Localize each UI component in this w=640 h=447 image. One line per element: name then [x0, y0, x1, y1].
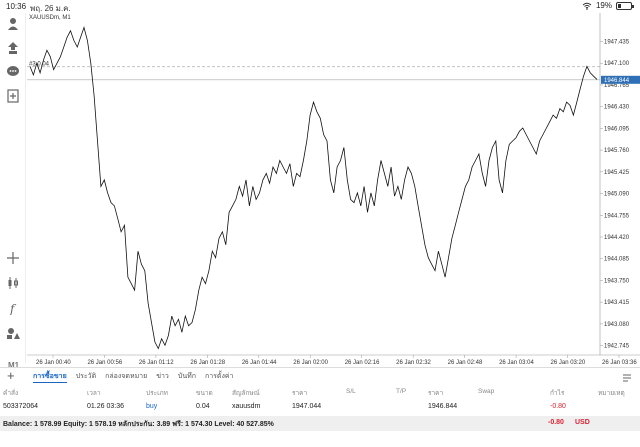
- candlestick-icon[interactable]: [3, 274, 23, 292]
- battery-percent: 19%: [595, 1, 612, 10]
- status-time: 10:36: [6, 2, 27, 11]
- column-header[interactable]: กำไร: [550, 390, 565, 397]
- time-tick-label: 26 Jan 01:28: [190, 360, 225, 366]
- chart-svg: 1947.435 1947.100 1946.765 1946.430 1946.095…: [27, 13, 640, 366]
- price-series-line: [29, 26, 598, 350]
- price-tick-label: 1943.080: [604, 322, 630, 328]
- time-tick-label: 26 Jan 03:36: [602, 360, 637, 366]
- time-tick-label: 26 Jan 01:12: [139, 360, 174, 366]
- last-price-label: 1946.844: [604, 78, 630, 84]
- trade-table-header: คำสั่ง เวลา ประเภท ขนาด สัญลักษณ์ ราคา S/L T/P ร…: [0, 386, 640, 398]
- status-bar: 10:36 พฤ. 26 ม.ค. 19%: [0, 0, 640, 13]
- table-cell: 1947.044: [292, 403, 322, 410]
- table-cell: buy: [146, 403, 158, 410]
- tab-0[interactable]: การซื้อขาย: [33, 371, 67, 383]
- table-cell: 01.26 03:36: [87, 403, 124, 410]
- timeframe-label[interactable]: M1: [8, 361, 20, 370]
- entry-line-label: #3 0.04: [29, 61, 50, 67]
- price-chart[interactable]: XAUUSDm, M1 1947.435 1947.100 1946.765 1946…: [27, 13, 640, 367]
- table-row[interactable]: 503372064 01.26 03:36 buy 0.04 xauusdm 1947.0…: [0, 401, 640, 414]
- table-cell: 503372064: [3, 403, 39, 410]
- price-tick-label: 1946.430: [604, 105, 630, 111]
- price-tick-label: 1947.100: [604, 61, 630, 67]
- price-tick-label: 1947.435: [604, 39, 630, 45]
- balance-bar: Balance: 1 578.99 Equity: 1 578.19 หลักป…: [0, 416, 640, 431]
- time-tick-label: 26 Jan 03:04: [499, 360, 534, 366]
- trade-icon[interactable]: [3, 39, 23, 57]
- left-toolbar: f M1: [0, 13, 26, 370]
- column-header[interactable]: หมายเหตุ: [598, 390, 625, 397]
- status-right: 19%: [582, 1, 634, 10]
- time-tick-label: 26 Jan 03:20: [551, 360, 586, 366]
- tab-1[interactable]: ประวัติ: [75, 373, 97, 380]
- tab-5[interactable]: การตั้งค่า: [204, 373, 234, 380]
- balance-text: Balance: 1 578.99 Equity: 1 578.19 หลักป…: [3, 421, 274, 428]
- column-header[interactable]: ราคา: [428, 390, 444, 397]
- price-tick-label: 1944.420: [604, 235, 630, 241]
- indicator-f-icon[interactable]: f: [3, 299, 23, 317]
- bottom-tab-bar: + การซื้อขาย ประวัติ กล่องจดหมาย ข่าว บันทึก…: [0, 367, 640, 383]
- table-cell: 0.04: [196, 403, 210, 410]
- price-tick-label: 1946.095: [604, 126, 630, 132]
- price-tick-label: 1944.755: [604, 213, 630, 219]
- currency-label: USD: [575, 419, 590, 426]
- column-header[interactable]: T/P: [396, 388, 407, 395]
- price-tick-label: 1945.090: [604, 192, 630, 198]
- price-tick-label: 1944.085: [604, 257, 630, 263]
- crosshair-icon[interactable]: [3, 249, 23, 267]
- tab-list: การซื้อขาย ประวัติ กล่องจดหมาย ข่าว บันทึก กา…: [33, 371, 233, 383]
- time-tick-label: 26 Jan 02:32: [396, 360, 431, 366]
- objects-icon[interactable]: [3, 324, 23, 342]
- symbol-label: XAUUSDm, M1: [29, 15, 71, 21]
- crosshair-person-icon[interactable]: [3, 15, 23, 33]
- filter-icon[interactable]: [622, 370, 632, 388]
- price-tick-label: 1942.745: [604, 344, 630, 350]
- column-header[interactable]: คำสั่ง: [3, 390, 19, 397]
- price-tick-label: 1945.760: [604, 148, 630, 154]
- column-header[interactable]: Swap: [478, 388, 495, 395]
- tab-2[interactable]: กล่องจดหมาย: [105, 373, 148, 380]
- status-date: พฤ. 26 ม.ค.: [30, 4, 71, 13]
- column-header[interactable]: เวลา: [87, 390, 101, 397]
- time-tick-label: 26 Jan 00:56: [87, 360, 122, 366]
- table-cell: -0.80: [550, 403, 566, 410]
- price-tick-label: 1943.750: [604, 278, 630, 284]
- column-header[interactable]: ราคา: [292, 390, 308, 397]
- total-profit: -0.80: [548, 419, 564, 426]
- wifi-icon: [582, 2, 592, 10]
- battery-icon: [616, 1, 634, 10]
- column-header[interactable]: ขนาด: [196, 390, 213, 397]
- column-header[interactable]: ประเภท: [146, 390, 168, 397]
- price-tick-label: 1946.765: [604, 83, 630, 89]
- table-cell: xauusdm: [232, 403, 261, 410]
- time-tick-label: 26 Jan 02:00: [293, 360, 328, 366]
- tab-3[interactable]: ข่าว: [156, 373, 169, 380]
- new-order-icon[interactable]: [3, 87, 23, 105]
- price-tick-label: 1943.415: [604, 300, 630, 306]
- time-tick-label: 26 Jan 02:16: [345, 360, 380, 366]
- last-price-tag: [601, 75, 640, 84]
- column-header[interactable]: S/L: [346, 388, 356, 395]
- tab-4[interactable]: บันทึก: [177, 373, 196, 380]
- price-tick-label: 1945.425: [604, 170, 630, 176]
- chat-icon[interactable]: [3, 63, 23, 81]
- time-tick-label: 26 Jan 00:40: [36, 360, 71, 366]
- time-tick-label: 26 Jan 02:48: [448, 360, 483, 366]
- svg-text:f: f: [9, 302, 17, 315]
- time-tick-label: 26 Jan 01:44: [242, 360, 277, 366]
- column-header[interactable]: สัญลักษณ์: [232, 390, 260, 397]
- table-cell: 1946.844: [428, 403, 458, 410]
- add-icon[interactable]: +: [7, 368, 15, 383]
